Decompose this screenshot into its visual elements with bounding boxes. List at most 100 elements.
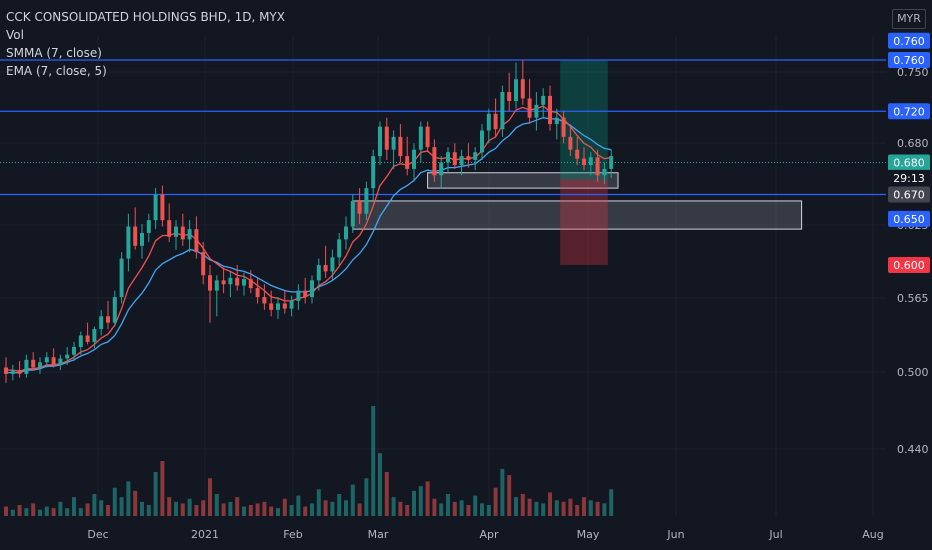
candle-body (255, 288, 260, 298)
candle-body (282, 303, 287, 309)
candle (282, 290, 287, 314)
candle (323, 245, 328, 278)
candle-body (480, 130, 484, 153)
volume-bar (126, 481, 131, 516)
price-label: 0.760 (893, 54, 925, 67)
volume-bar (17, 505, 22, 516)
candle (269, 290, 274, 317)
candle-body (446, 152, 450, 163)
candle-body (269, 303, 274, 310)
y-tick-label: 0.500 (897, 366, 929, 379)
candle (541, 88, 546, 118)
candle-body (214, 280, 219, 291)
volume-bar (146, 505, 151, 516)
volume-bar (500, 468, 505, 516)
candle (384, 117, 389, 160)
candle-body (126, 226, 131, 259)
candle-body (187, 229, 192, 240)
candle (507, 72, 512, 112)
volume-bar (405, 505, 410, 516)
candle-body (514, 79, 518, 101)
candle-body (17, 370, 22, 374)
candle (17, 361, 22, 378)
candle-body (4, 367, 8, 374)
candle (276, 297, 280, 319)
price-label: 0.670 (893, 189, 925, 202)
candle-body (595, 157, 600, 176)
smma-indicator-label[interactable]: SMMA (7, close) (6, 46, 102, 60)
volume-bar (384, 472, 389, 516)
candle (425, 121, 430, 153)
volume-bar (595, 501, 600, 516)
candle (357, 188, 362, 224)
currency-button[interactable]: MYR (892, 9, 926, 29)
candle (582, 147, 586, 171)
candle (554, 108, 559, 140)
volume-bar (248, 505, 253, 516)
candle (167, 203, 172, 242)
candle (350, 194, 355, 233)
position-stop-area (560, 179, 608, 265)
candle-body (174, 226, 178, 237)
volume-bar (337, 494, 342, 516)
volume-bar (4, 506, 8, 516)
chart-legend: CCK CONSOLIDATED HOLDINGS BHD, 1D, MYX V… (6, 8, 285, 80)
candle (85, 322, 90, 345)
candle-body (112, 297, 117, 323)
candle (316, 258, 321, 291)
candle-body (58, 358, 63, 365)
candle-body (235, 277, 240, 286)
candle-body (561, 117, 566, 137)
candle-body (31, 359, 36, 368)
volume-bar (554, 500, 559, 516)
volume-indicator-label[interactable]: Vol (6, 28, 24, 42)
candle-body (602, 168, 607, 176)
x-tick-label: Aug (862, 528, 883, 541)
volume-bar (10, 509, 15, 516)
volume-bar (38, 509, 42, 516)
ema-line (6, 105, 612, 372)
volume-bar (310, 503, 314, 516)
volume-bar (486, 505, 491, 516)
candle (65, 347, 70, 365)
x-tick-label: Feb (283, 528, 302, 541)
candle-body (228, 277, 233, 285)
ema-indicator-label[interactable]: EMA (7, close, 5) (6, 64, 107, 78)
candle-body (337, 239, 342, 258)
candle (160, 185, 165, 227)
candle-body (534, 104, 539, 118)
symbol-title[interactable]: CCK CONSOLIDATED HOLDINGS BHD, 1D, MYX (6, 10, 285, 24)
candle (31, 352, 36, 371)
candle-body (439, 162, 444, 176)
candle (466, 143, 471, 168)
candle (303, 277, 308, 304)
volume-bar (391, 497, 396, 516)
volume-bar (289, 505, 294, 516)
candle-body (350, 200, 355, 227)
candle-body (554, 117, 559, 125)
candle (439, 156, 444, 189)
candle (228, 271, 233, 298)
candle-body (44, 357, 49, 363)
candle (99, 309, 104, 336)
x-tick-label: Jul (768, 528, 782, 541)
volume-bar (609, 489, 614, 516)
volume-bar (208, 478, 212, 516)
candle (235, 265, 240, 291)
candle-body (459, 156, 464, 166)
candle (51, 348, 56, 368)
price-label-box (888, 257, 930, 273)
candle-body (507, 92, 512, 101)
candle (330, 249, 335, 281)
smma-line (6, 117, 612, 374)
candle-body (10, 370, 15, 374)
volume-bar (72, 497, 76, 516)
volume-bar (296, 495, 301, 516)
volume-bar (323, 500, 328, 516)
volume-bar (452, 501, 457, 516)
volume-bar (51, 508, 56, 516)
volume-bar (282, 498, 287, 516)
candle (480, 124, 484, 160)
candle-body (78, 335, 83, 347)
